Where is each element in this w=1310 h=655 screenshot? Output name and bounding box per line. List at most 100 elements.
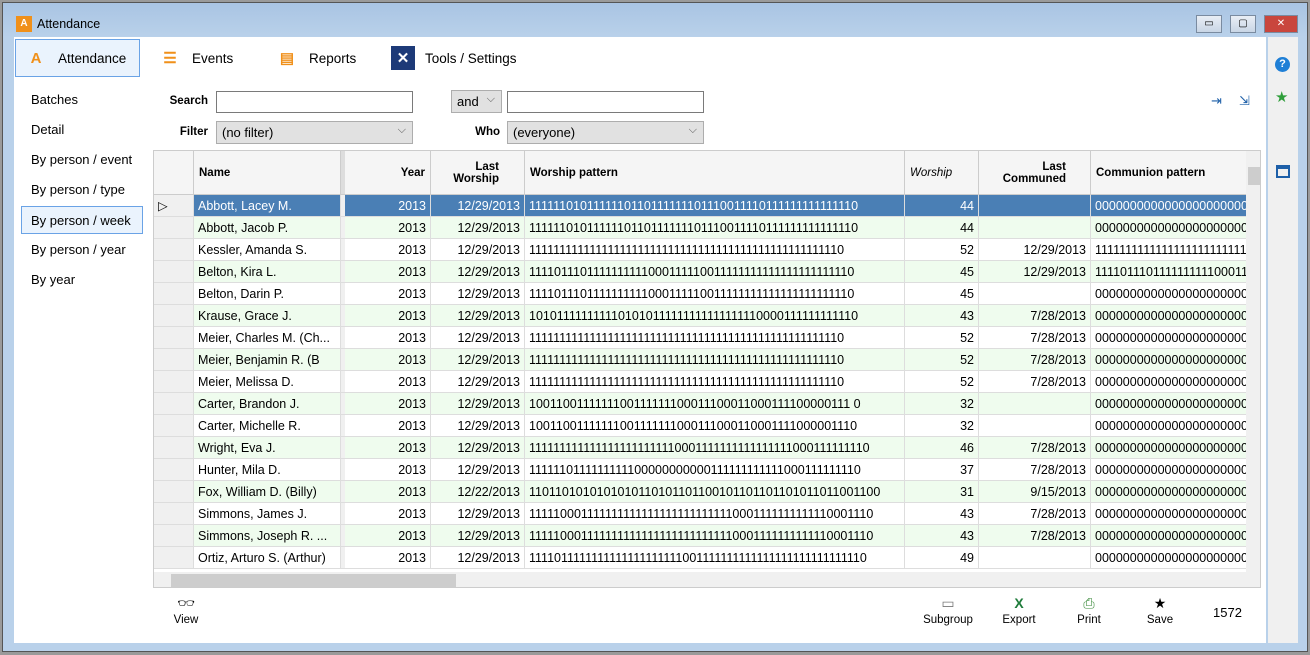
- col-worship-pattern[interactable]: Worship pattern: [525, 151, 905, 195]
- table-row[interactable]: Wright, Eva J. 2013 12/29/2013 111111111111…: [154, 437, 1251, 459]
- communion-pattern-cell: 000000000000000000000000000000000: [1091, 547, 1251, 569]
- last-worship-cell: 12/29/2013: [431, 239, 525, 261]
- col-year[interactable]: Year: [345, 151, 431, 195]
- horizontal-scrollbar[interactable]: [154, 572, 1260, 587]
- row-header[interactable]: [154, 459, 194, 481]
- export-button[interactable]: X Export: [989, 592, 1049, 626]
- last-communed-cell: [979, 547, 1091, 569]
- row-header[interactable]: [154, 217, 194, 239]
- print-button[interactable]: ⎙ Print: [1059, 592, 1119, 626]
- expand-icon[interactable]: ⇥: [1211, 93, 1222, 108]
- row-header[interactable]: [154, 305, 194, 327]
- close-button[interactable]: ✕: [1264, 15, 1298, 33]
- worship-count-cell: 37: [905, 459, 979, 481]
- exit-icon[interactable]: ⇲: [1239, 93, 1250, 108]
- row-header[interactable]: [154, 327, 194, 349]
- row-header[interactable]: [154, 371, 194, 393]
- row-header[interactable]: [154, 547, 194, 569]
- worship-pattern-cell: 1111110111111111100000000000111111111111…: [525, 459, 905, 481]
- worship-count-cell: 49: [905, 547, 979, 569]
- table-row[interactable]: Hunter, Mila D. 2013 12/29/2013 11111101111…: [154, 459, 1251, 481]
- sidebar-item[interactable]: By year: [31, 272, 76, 287]
- table-row[interactable]: Abbott, Jacob P. 2013 12/29/2013 1111110101…: [154, 217, 1251, 239]
- col-name[interactable]: Name: [194, 151, 341, 195]
- year-cell: 2013: [345, 239, 431, 261]
- year-cell: 2013: [345, 195, 431, 217]
- table-row[interactable]: Kessler, Amanda S. 2013 12/29/2013 11111111…: [154, 239, 1251, 261]
- table-row[interactable]: Meier, Charles M. (Ch... 2013 12/29/2013 11…: [154, 327, 1251, 349]
- col-last-worship[interactable]: Last Worship: [431, 151, 525, 195]
- table-row[interactable]: Carter, Michelle R. 2013 12/29/2013 1001100…: [154, 415, 1251, 437]
- name-cell: Meier, Melissa D.: [194, 371, 341, 393]
- save-button[interactable]: ★ Save: [1130, 592, 1190, 626]
- scroll-thumb[interactable]: [1248, 167, 1260, 185]
- minimize-button[interactable]: ▭: [1196, 15, 1222, 33]
- table-row[interactable]: Fox, William D. (Billy) 2013 12/22/2013 110…: [154, 481, 1251, 503]
- tab-attendance[interactable]: A Attendance: [15, 39, 140, 77]
- last-worship-cell: 12/29/2013: [431, 217, 525, 239]
- sidebar-item[interactable]: Batches: [31, 92, 78, 107]
- scroll-thumb[interactable]: [171, 574, 456, 587]
- table-row[interactable]: Simmons, James J. 2013 12/29/2013 111110001…: [154, 503, 1251, 525]
- table-row[interactable]: Meier, Melissa D. 2013 12/29/2013 111111111…: [154, 371, 1251, 393]
- worship-count-cell: 44: [905, 195, 979, 217]
- communion-pattern-cell: 000000000000000000000000000000000: [1091, 349, 1251, 371]
- conjunction-value: and: [457, 94, 479, 109]
- row-header[interactable]: [154, 481, 194, 503]
- row-header[interactable]: [154, 503, 194, 525]
- row-header[interactable]: [154, 349, 194, 371]
- maximize-button[interactable]: ▢: [1230, 15, 1256, 33]
- search-input-2[interactable]: [507, 91, 704, 113]
- table-row[interactable]: Belton, Darin P. 2013 12/29/2013 1111011101…: [154, 283, 1251, 305]
- sidebar-item[interactable]: By person / week: [21, 206, 143, 234]
- last-worship-cell: 12/29/2013: [431, 261, 525, 283]
- table-row[interactable]: Carter, Brandon J. 2013 12/29/2013 10011001…: [154, 393, 1251, 415]
- table-row[interactable]: ▷ Abbott, Lacey M. 2013 12/29/2013 111111010…: [154, 195, 1251, 217]
- worship-count-cell: 43: [905, 503, 979, 525]
- who-select[interactable]: (everyone) ⌵: [507, 121, 704, 144]
- table-row[interactable]: Belton, Kira L. 2013 12/29/2013 11110111011…: [154, 261, 1251, 283]
- last-communed-cell: 7/28/2013: [979, 327, 1091, 349]
- worship-pattern-cell: 1111111111111111111111111111111111111111…: [525, 327, 905, 349]
- window-icon[interactable]: [1276, 165, 1290, 178]
- table-row[interactable]: Meier, Benjamin R. (B 2013 12/29/2013 11111…: [154, 349, 1251, 371]
- year-cell: 2013: [345, 503, 431, 525]
- row-header[interactable]: [154, 525, 194, 547]
- sidebar-item[interactable]: By person / type: [31, 182, 125, 197]
- conjunction-select[interactable]: and ⌵: [451, 90, 502, 113]
- sidebar-item[interactable]: By person / year: [31, 242, 126, 257]
- sidebar-item[interactable]: By person / event: [31, 152, 133, 167]
- help-icon[interactable]: ?: [1275, 57, 1290, 72]
- row-header[interactable]: [154, 437, 194, 459]
- row-header[interactable]: [154, 393, 194, 415]
- tab-label: Tools / Settings: [425, 50, 517, 66]
- communion-pattern-cell: 000000000000000000000000000000000: [1091, 481, 1251, 503]
- communion-pattern-cell: 000000000000000000000000000000000: [1091, 503, 1251, 525]
- year-cell: 2013: [345, 371, 431, 393]
- table-row[interactable]: Simmons, Joseph R. ... 2013 12/29/2013 1111…: [154, 525, 1251, 547]
- sidebar-item[interactable]: Detail: [31, 122, 65, 137]
- vertical-scrollbar[interactable]: [1246, 151, 1260, 572]
- row-header[interactable]: [154, 261, 194, 283]
- col-last-communed[interactable]: Last Communed: [979, 151, 1091, 195]
- current-row-indicator-icon[interactable]: ▷: [154, 195, 194, 217]
- tab-events[interactable]: ☰ Events: [150, 39, 241, 77]
- tab-reports[interactable]: ▤ Reports: [267, 39, 364, 77]
- year-cell: 2013: [345, 437, 431, 459]
- year-cell: 2013: [345, 525, 431, 547]
- filter-select[interactable]: (no filter) ⌵: [216, 121, 413, 144]
- table-row[interactable]: Ortiz, Arturo S. (Arthur) 2013 12/29/2013 1…: [154, 547, 1251, 569]
- table-row[interactable]: Krause, Grace J. 2013 12/29/2013 1010111111…: [154, 305, 1251, 327]
- search-input[interactable]: [216, 91, 413, 113]
- row-header[interactable]: [154, 415, 194, 437]
- favorite-star-icon[interactable]: ★: [1275, 89, 1289, 106]
- view-button[interactable]: 👓︎ View: [156, 592, 216, 626]
- reports-icon: ▤: [279, 50, 295, 67]
- row-header[interactable]: [154, 239, 194, 261]
- col-communion-pattern[interactable]: Communion pattern: [1091, 151, 1251, 195]
- last-worship-cell: 12/29/2013: [431, 283, 525, 305]
- row-header[interactable]: [154, 283, 194, 305]
- subgroup-button[interactable]: ▭ Subgroup: [918, 592, 978, 626]
- tab-tools-settings[interactable]: ✕ Tools / Settings: [383, 39, 525, 77]
- col-worship[interactable]: Worship: [905, 151, 979, 195]
